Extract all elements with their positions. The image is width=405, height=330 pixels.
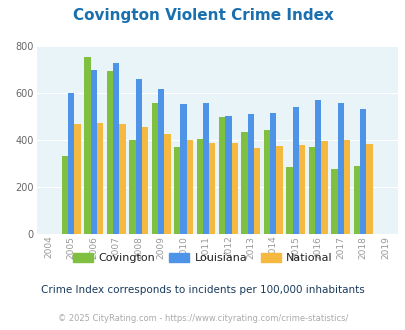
Bar — [241, 132, 247, 234]
Bar — [292, 107, 298, 234]
Legend: Covington, Louisiana, National: Covington, Louisiana, National — [69, 248, 336, 267]
Bar — [84, 57, 90, 234]
Text: Covington Violent Crime Index: Covington Violent Crime Index — [72, 8, 333, 23]
Bar — [151, 103, 158, 234]
Bar — [174, 147, 180, 234]
Bar — [186, 140, 192, 234]
Bar — [359, 109, 365, 234]
Bar — [343, 140, 349, 234]
Bar — [330, 169, 337, 234]
Bar — [68, 93, 74, 234]
Bar — [119, 124, 125, 234]
Bar — [158, 88, 164, 234]
Bar — [209, 143, 215, 234]
Bar — [202, 103, 209, 234]
Bar — [365, 144, 372, 234]
Bar — [62, 155, 68, 234]
Bar — [353, 166, 359, 234]
Bar — [286, 167, 292, 234]
Bar — [90, 70, 97, 234]
Bar — [337, 103, 343, 234]
Bar — [164, 134, 170, 234]
Bar — [74, 124, 81, 234]
Bar — [231, 143, 237, 234]
Bar — [254, 148, 260, 234]
Bar — [180, 104, 186, 234]
Bar — [113, 63, 119, 234]
Bar — [218, 117, 225, 234]
Bar — [135, 79, 141, 234]
Bar — [225, 115, 231, 234]
Bar — [129, 140, 135, 234]
Bar — [263, 130, 269, 234]
Bar — [298, 146, 305, 234]
Bar — [196, 139, 202, 234]
Bar — [308, 147, 314, 234]
Bar — [314, 100, 320, 234]
Bar — [97, 123, 103, 234]
Bar — [247, 115, 254, 234]
Bar — [320, 141, 327, 234]
Bar — [269, 113, 276, 234]
Bar — [141, 127, 148, 234]
Bar — [276, 146, 282, 234]
Text: Crime Index corresponds to incidents per 100,000 inhabitants: Crime Index corresponds to incidents per… — [41, 285, 364, 295]
Bar — [107, 71, 113, 234]
Text: © 2025 CityRating.com - https://www.cityrating.com/crime-statistics/: © 2025 CityRating.com - https://www.city… — [58, 314, 347, 323]
